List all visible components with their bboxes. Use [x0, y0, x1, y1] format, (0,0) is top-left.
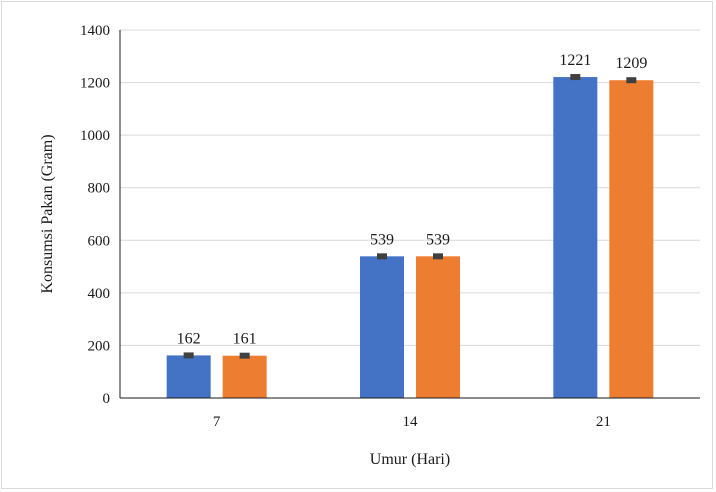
error-bar	[183, 352, 194, 359]
data-label: 539	[426, 231, 450, 248]
data-label: 162	[177, 330, 201, 347]
y-tick-label: 1000	[80, 128, 110, 144]
error-bars	[183, 74, 637, 359]
bar	[609, 80, 654, 398]
y-tick-label: 1400	[80, 23, 110, 39]
bar-series	[166, 77, 654, 399]
axes	[119, 30, 700, 399]
bar	[360, 256, 404, 398]
data-label: 1221	[559, 52, 591, 69]
x-tick-label: 14	[403, 414, 419, 430]
x-axis-title: Umur (Hari)	[370, 451, 450, 468]
bar	[553, 77, 598, 399]
x-tick-labels: 7 14 21	[213, 414, 611, 430]
x-tick-label: 21	[596, 414, 611, 430]
y-tick-label: 800	[88, 181, 111, 197]
y-tick-label: 200	[88, 338, 111, 354]
data-labels: 162 161 539 539 1221 1209	[177, 52, 648, 348]
y-tick-labels: 0 200 400 600 800 1000 1200 1400	[80, 23, 110, 407]
y-tick-label: 1200	[80, 76, 110, 92]
data-label: 539	[370, 231, 394, 248]
data-label: 1209	[615, 55, 647, 72]
error-bar	[626, 77, 637, 84]
x-tick-label: 7	[213, 414, 221, 430]
y-tick-label: 600	[88, 233, 111, 249]
y-axis-title: Konsumsi Pakan (Gram)	[39, 134, 56, 293]
gridlines	[120, 29, 700, 346]
error-bar	[377, 253, 387, 260]
bar	[222, 355, 267, 398]
bar	[166, 355, 211, 398]
error-bar	[570, 74, 581, 81]
error-bar	[239, 352, 250, 359]
y-tick-label: 400	[88, 286, 111, 302]
error-bar	[433, 253, 443, 260]
bar	[416, 256, 460, 398]
data-label: 161	[233, 331, 257, 348]
y-tick-label: 0	[103, 391, 111, 407]
